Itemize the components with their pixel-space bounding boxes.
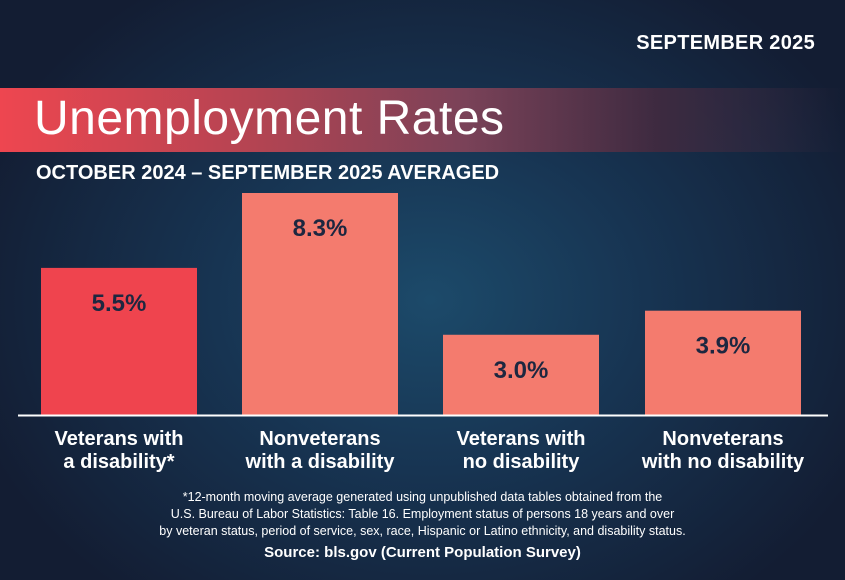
bar — [242, 193, 398, 415]
source-text: Source: bls.gov (Current Population Surv… — [264, 544, 581, 561]
category-label-line: with a disability — [245, 451, 395, 473]
category-label-line: Nonveterans — [662, 428, 784, 450]
footnote-line: U.S. Bureau of Labor Statistics: Table 1… — [170, 507, 675, 521]
footnote-line: *12-month moving average generated using… — [182, 490, 663, 504]
footnote: *12-month moving average generated using… — [0, 489, 845, 540]
bar — [41, 267, 197, 415]
category-label: Veterans with a disability* — [19, 428, 219, 474]
data-label: 5.5% — [92, 290, 147, 317]
chart-subtitle: OCTOBER 2024 – SEPTEMBER 2025 AVERAGED — [36, 162, 500, 184]
data-label: 8.3% — [293, 215, 348, 242]
footnote-line: by veteran status, period of service, se… — [159, 524, 686, 538]
title-banner — [0, 88, 845, 152]
chart-title: Unemployment Rates — [34, 92, 505, 145]
category-label-line: with no disability — [641, 451, 805, 473]
category-label-line: Nonveterans — [259, 428, 381, 450]
category-label-line: Veterans with — [54, 428, 184, 450]
category-label: Nonveterans with a disability — [220, 428, 420, 474]
category-label-line: a disability* — [63, 451, 175, 473]
report-date: SEPTEMBER 2025 — [636, 32, 815, 54]
data-label: 3.9% — [696, 333, 751, 360]
category-label-line: no disability — [462, 451, 580, 473]
category-label-line: Veterans with — [456, 428, 586, 450]
category-label: Veterans with no disability — [421, 428, 621, 474]
data-label: 3.0% — [494, 357, 549, 384]
bar — [645, 310, 801, 415]
bar — [443, 334, 599, 415]
category-label: Nonveterans with no disability — [623, 428, 823, 474]
